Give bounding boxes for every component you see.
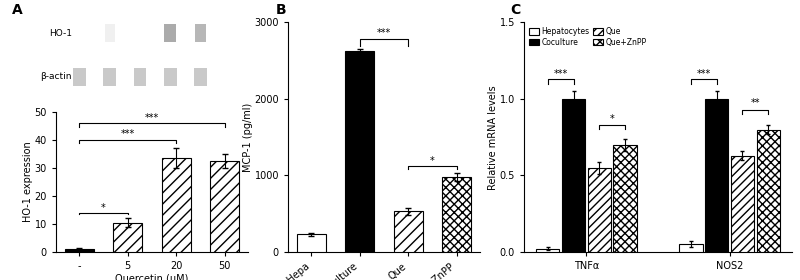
X-axis label: Quercetin (μM): Quercetin (μM) <box>115 274 189 280</box>
Bar <box>65 249 94 252</box>
Text: ***: *** <box>377 28 391 38</box>
Bar <box>103 68 116 86</box>
Bar <box>442 177 471 252</box>
Bar <box>394 211 422 252</box>
Text: *: * <box>101 203 106 213</box>
Bar <box>536 249 559 252</box>
Text: **: ** <box>750 98 760 108</box>
Text: ***: *** <box>145 113 159 123</box>
Bar <box>105 24 114 43</box>
Text: ***: *** <box>697 69 711 78</box>
Bar <box>73 68 86 86</box>
Bar <box>679 244 702 252</box>
Text: β-actin: β-actin <box>41 72 72 81</box>
Bar <box>210 161 239 252</box>
Bar <box>162 158 190 252</box>
Bar <box>614 145 637 252</box>
Bar <box>194 68 207 86</box>
Y-axis label: MCP-1 (pg/ml): MCP-1 (pg/ml) <box>243 102 253 172</box>
Text: *: * <box>610 114 614 124</box>
Bar <box>297 234 326 252</box>
Text: B: B <box>276 3 286 17</box>
Text: A: A <box>12 3 22 17</box>
Legend: Hepatocytes, Coculture, Que, Que+ZnPP: Hepatocytes, Coculture, Que, Que+ZnPP <box>528 26 648 47</box>
Y-axis label: Relative mRNA levels: Relative mRNA levels <box>488 85 498 190</box>
Bar <box>346 52 374 252</box>
Bar <box>705 99 728 252</box>
Bar <box>194 24 206 43</box>
Text: C: C <box>510 3 521 17</box>
Bar <box>164 68 177 86</box>
Y-axis label: HO-1 expression: HO-1 expression <box>23 142 34 222</box>
Bar <box>588 168 611 252</box>
Text: ***: *** <box>554 69 568 78</box>
Bar <box>134 68 146 86</box>
Text: HO-1: HO-1 <box>49 29 72 38</box>
Bar <box>757 130 780 252</box>
Bar <box>562 99 585 252</box>
Bar <box>114 223 142 252</box>
Bar <box>731 156 754 252</box>
Bar <box>164 24 176 43</box>
Text: ***: *** <box>121 129 135 139</box>
Text: *: * <box>430 156 435 166</box>
